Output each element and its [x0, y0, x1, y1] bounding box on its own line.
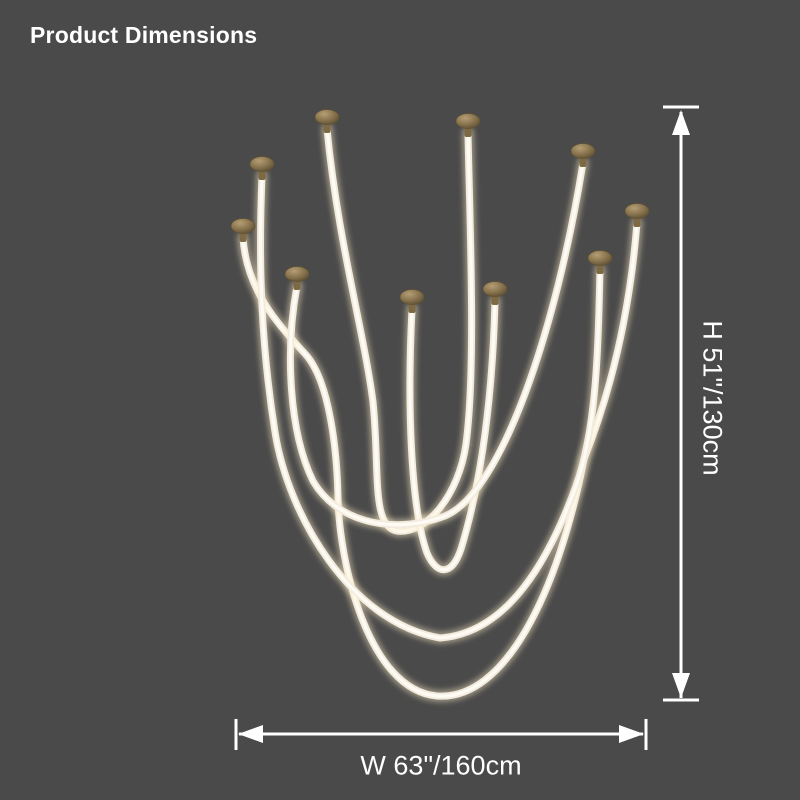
- led-tube-glow: [321, 123, 478, 538]
- ceiling-canopy: [570, 143, 596, 159]
- led-tube-main: [406, 297, 499, 574]
- led-tube-main: [323, 125, 476, 535]
- ceiling-canopy: [399, 289, 425, 305]
- led-tube-core: [408, 299, 497, 572]
- ceiling-canopy: [624, 203, 650, 219]
- ceiling-canopy: [284, 266, 310, 282]
- height-arrowhead-up: [672, 110, 690, 135]
- ceiling-canopy: [587, 250, 613, 266]
- page-title: Product Dimensions: [30, 22, 258, 48]
- ceiling-canopy: [455, 113, 481, 129]
- width-arrowhead-right: [619, 725, 644, 743]
- ceiling-canopy: [482, 281, 508, 297]
- canopies-group: [230, 109, 650, 313]
- ceiling-canopy: [249, 156, 275, 172]
- height-dimension-arrow: [663, 105, 699, 702]
- led-tube-core: [288, 161, 585, 527]
- led-tube-core: [325, 127, 474, 533]
- width-arrowhead-left: [238, 725, 263, 743]
- height-arrowhead-down: [672, 673, 690, 698]
- tubes-group: [237, 123, 643, 703]
- width-dimension-arrow: [234, 719, 648, 750]
- ceiling-canopy: [314, 109, 340, 125]
- ceiling-canopy: [230, 218, 256, 234]
- height-dimension-label: H 51"/130cm: [697, 320, 728, 476]
- led-tube-core: [258, 174, 602, 640]
- width-dimension-label: W 63"/160cm: [360, 750, 522, 781]
